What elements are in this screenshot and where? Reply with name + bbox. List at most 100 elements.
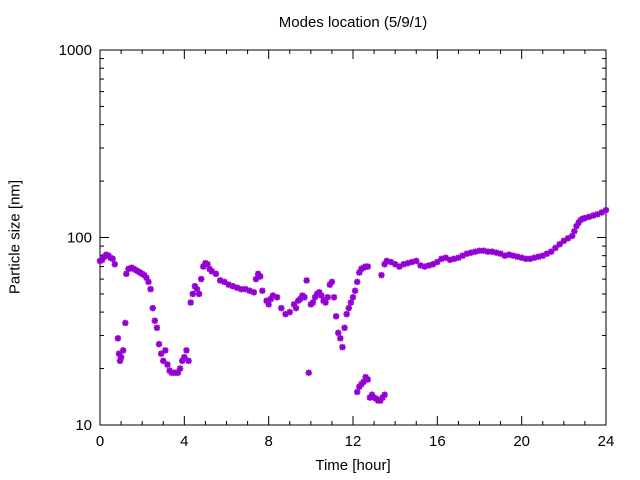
data-point [198,275,205,283]
data-point [162,347,169,354]
data-point [335,329,342,337]
data-point [505,251,513,258]
x-tick-label: 0 [96,433,104,450]
data-point [311,294,319,301]
data-point [518,254,525,261]
data-point [265,301,272,308]
data-point [539,252,546,259]
data-point [408,258,416,266]
data-point [187,299,194,306]
data-point [263,297,270,304]
data-point [347,299,355,306]
data-point [181,353,188,361]
data-point [125,265,132,273]
data-point [531,254,538,261]
data-point [147,285,154,293]
data-point [242,285,249,293]
data-point [324,294,331,301]
data-point [328,278,336,286]
data-point [387,258,395,266]
data-point [318,292,325,299]
data-point [122,319,129,327]
data-point [442,254,449,261]
data-point [543,250,551,257]
data-point [438,255,445,262]
data-point [446,256,454,264]
data-point [257,273,264,280]
data-point [297,295,304,303]
data-point [200,263,207,270]
data-point [143,274,150,281]
data-point [343,310,350,318]
data-point [429,261,437,268]
data-point [290,301,298,308]
data-point [351,287,359,294]
data-point [98,256,106,264]
data-point [360,378,367,385]
data-point [259,287,266,294]
chart-title: Modes location (5/9/1) [278,14,428,31]
data-point [117,353,125,361]
data-point [476,247,483,254]
data-point [301,294,308,301]
x-tick-label: 12 [345,433,362,450]
data-point [547,248,555,255]
data-point [250,289,258,296]
data-point [109,255,116,262]
data-point [174,369,182,376]
data-point [252,275,260,283]
data-point [564,235,572,242]
data-point [368,391,376,398]
data-point [602,206,610,214]
data-point [195,290,203,298]
data-point [404,259,412,267]
data-point [330,294,338,301]
y-tick-label: 100 [67,230,92,247]
data-point [364,376,371,383]
data-point [149,304,156,312]
data-point [155,340,163,348]
data-point [463,250,471,257]
data-point [413,257,420,265]
data-point [282,310,289,318]
data-point [316,289,323,296]
data-point [337,335,344,342]
data-point [193,285,201,293]
data-point [484,248,492,255]
data-point [379,394,386,401]
data-point [153,324,161,331]
data-point [229,282,237,290]
data-point [123,270,130,278]
plot-frame [99,49,607,426]
data-point [497,250,504,257]
data-point [594,211,601,218]
data-point [345,304,352,312]
data-point [309,299,317,306]
data-point [356,269,363,276]
data-point [364,263,371,270]
data-point [381,261,388,268]
data-point [208,268,215,275]
x-tick-label: 4 [180,433,188,450]
data-point [366,394,374,401]
data-point [339,343,346,351]
data-point [303,277,310,284]
data-point [246,287,253,294]
data-point [378,271,385,279]
data-point [204,261,211,268]
data-point [391,261,399,268]
data-point [332,313,340,320]
data-point [349,294,357,301]
data-point [451,255,458,262]
data-point [119,347,127,354]
data-point [522,255,530,262]
data-point [501,252,508,259]
data-point [216,277,224,284]
x-tick-label: 16 [429,433,446,450]
data-point [590,212,597,219]
y-axis-label: Particle size [nm] [6,179,24,295]
data-point [383,257,390,265]
data-point [212,270,220,278]
data-point [111,261,118,268]
data-point [267,295,274,303]
